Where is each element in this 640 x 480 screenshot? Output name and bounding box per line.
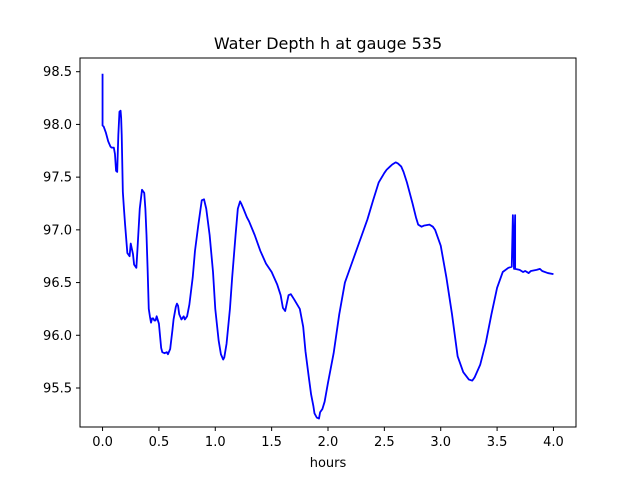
x-tick-label: 0.0	[92, 435, 113, 450]
x-tick-label: 2.5	[374, 435, 395, 450]
y-tick-label: 95.5	[43, 381, 72, 396]
x-tick-label: 1.0	[205, 435, 226, 450]
x-tick-label: 4.0	[543, 435, 564, 450]
chart-title: Water Depth h at gauge 535	[214, 34, 442, 53]
y-tick-label: 97.5	[43, 171, 72, 186]
y-tick-label: 98.0	[43, 118, 72, 133]
x-tick-label: 1.5	[261, 435, 282, 450]
y-tick-label: 97.0	[43, 223, 72, 238]
x-axis-label: hours	[310, 456, 347, 471]
plot-area	[101, 73, 554, 420]
plot-frame	[79, 57, 577, 428]
x-tick-label: 0.5	[149, 435, 170, 450]
series-line-0	[101, 73, 554, 420]
x-tick-label: 2.0	[318, 435, 339, 450]
y-tick-label: 98.5	[43, 65, 72, 80]
x-axis-ticks: 0.0 0.5 1.0 1.5 2.0 2.5 3.0 3.5 4.0	[92, 427, 564, 450]
y-tick-label: 96.5	[43, 276, 72, 291]
x-tick-label: 3.5	[487, 435, 508, 450]
y-tick-label: 96.0	[43, 329, 72, 344]
x-tick-label: 3.0	[430, 435, 451, 450]
y-axis-ticks: 95.5 96.0 96.5 97.0 97.5 98.0 98.5	[43, 65, 80, 396]
